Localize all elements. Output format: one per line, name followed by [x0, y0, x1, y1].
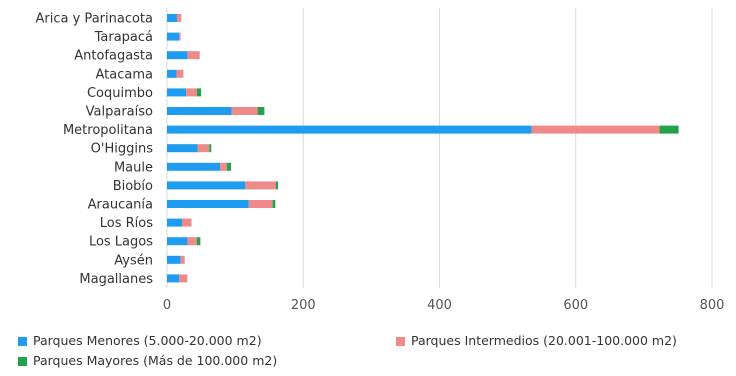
- bar-segment: [167, 14, 178, 22]
- bar-segment: [220, 162, 227, 171]
- bar-segment: [187, 51, 200, 60]
- category-label: O'Higgins: [91, 142, 154, 157]
- bar-segment: [167, 107, 232, 115]
- legend: Parques Menores (5.000-20.000 m2) Parques…: [18, 333, 677, 368]
- bar-segment: [167, 255, 181, 264]
- category-label: Magallanes: [79, 272, 153, 287]
- category-label: Arica y Parinacota: [36, 12, 153, 27]
- bar-segment: [167, 32, 180, 41]
- bar-segment: [196, 88, 202, 97]
- legend-label: Parques Menores (5.000-20.000 m2): [33, 333, 262, 348]
- bar-layer: [167, 14, 679, 283]
- bar-segment: [167, 88, 187, 97]
- bar-segment: [179, 274, 188, 283]
- bar-segment: [248, 200, 273, 208]
- bar-segment: [531, 125, 660, 134]
- x-tick-label: 600: [563, 298, 588, 313]
- category-label: Atacama: [96, 67, 153, 82]
- bar-segment: [176, 69, 184, 78]
- bar-segment: [167, 69, 177, 78]
- bar-segment: [181, 218, 192, 227]
- category-label: Coquimbo: [87, 86, 153, 101]
- bar-segment: [167, 218, 182, 227]
- category-labels: Arica y Parinacota Tarapacá Antofagasta Ata…: [36, 12, 154, 287]
- category-label: Antofagasta: [74, 49, 153, 64]
- x-tick-label: 800: [700, 298, 725, 313]
- bar-segment: [186, 88, 197, 97]
- category-label: Los Ríos: [100, 216, 153, 231]
- bar-segment: [180, 255, 185, 264]
- bar-segment: [167, 144, 198, 153]
- bar-segment: [167, 125, 532, 134]
- bar-segment: [197, 144, 210, 153]
- bar-segment: [272, 200, 276, 208]
- bar-segment: [276, 181, 279, 190]
- bar-segment: [226, 162, 232, 171]
- category-label: Araucanía: [88, 198, 153, 213]
- bar-segment: [167, 162, 221, 171]
- bar-segment: [167, 181, 246, 190]
- bar-segment: [167, 274, 180, 283]
- category-label: Aysén: [114, 253, 153, 268]
- category-label: Tarapacá: [94, 30, 153, 45]
- bar-segment: [179, 32, 181, 41]
- bar-segment: [257, 107, 265, 115]
- legend-swatch: [396, 337, 405, 346]
- category-label: Biobío: [113, 179, 153, 194]
- x-tick-label: 400: [427, 298, 452, 313]
- bar-segment: [167, 237, 188, 246]
- bar-segment: [659, 125, 679, 134]
- category-label: Los Lagos: [89, 235, 153, 250]
- legend-label: Parques Intermedios (20.001-100.000 m2): [411, 333, 677, 348]
- category-label: Metropolitana: [63, 123, 153, 138]
- legend-swatch: [18, 357, 27, 366]
- bar-segment: [231, 107, 258, 115]
- bar-segment: [177, 14, 182, 22]
- bar-segment: [187, 237, 197, 246]
- grid-layer: [166, 8, 713, 288]
- x-tick-label: 0: [163, 298, 171, 313]
- legend-label: Parques Mayores (Más de 100.000 m2): [33, 353, 277, 368]
- bar-segment: [167, 51, 188, 60]
- bar-segment: [167, 200, 249, 208]
- x-tick-label: 200: [291, 298, 316, 313]
- bar-segment: [245, 181, 276, 190]
- category-label: Maule: [114, 160, 153, 175]
- legend-swatch: [18, 337, 27, 346]
- category-label: Valparaíso: [86, 105, 153, 120]
- bar-segment: [196, 237, 201, 246]
- x-axis-ticks: 0 200 400 600 800: [163, 298, 725, 313]
- bar-segment: [209, 144, 212, 153]
